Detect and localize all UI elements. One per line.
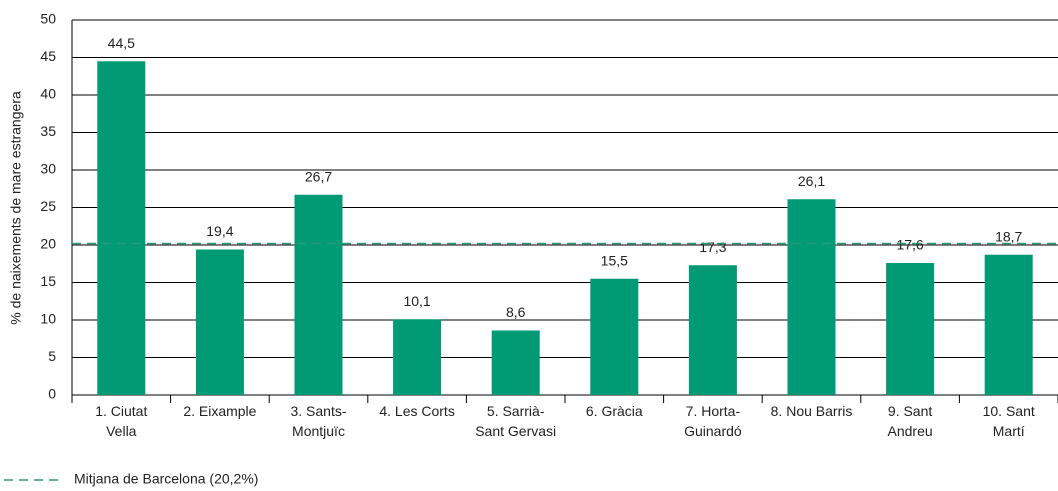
legend-label: Mitjana de Barcelona (20,2%) bbox=[74, 471, 258, 487]
bar bbox=[97, 61, 146, 395]
value-label: 15,5 bbox=[601, 252, 628, 268]
value-label: 10,1 bbox=[403, 293, 430, 309]
bar bbox=[294, 194, 343, 395]
x-tick-label: 9. Sant Andreu bbox=[888, 403, 933, 439]
x-tick-label: 2. Eixample bbox=[183, 403, 256, 419]
x-tick-label: 3. Sants-Montjuïc bbox=[290, 403, 346, 439]
y-tick-label: 15 bbox=[40, 273, 56, 289]
x-tick-label: 10. Sant Martí bbox=[983, 403, 1035, 439]
value-label: 19,4 bbox=[206, 223, 233, 239]
bar bbox=[195, 249, 244, 395]
bar bbox=[688, 265, 737, 395]
x-tick-label: 7. Horta-Guinardó bbox=[684, 403, 742, 439]
value-label: 8,6 bbox=[506, 304, 526, 320]
y-tick-label: 25 bbox=[40, 198, 56, 214]
value-label: 26,1 bbox=[798, 173, 825, 189]
bar bbox=[886, 263, 935, 395]
bar bbox=[393, 319, 442, 395]
value-label: 44,5 bbox=[108, 35, 135, 51]
x-tick-label: 4. Les Corts bbox=[379, 403, 454, 419]
value-label: 17,6 bbox=[896, 237, 923, 253]
y-tick-label: 10 bbox=[40, 311, 56, 327]
x-tick-label: 8. Nou Barris bbox=[771, 403, 853, 419]
value-label: 26,7 bbox=[305, 168, 332, 184]
y-tick-label: 40 bbox=[40, 86, 56, 102]
bar bbox=[491, 330, 540, 395]
bar bbox=[590, 278, 639, 395]
bar bbox=[787, 199, 836, 395]
x-tick-label: 5. Sarrià-Sant Gervasi bbox=[475, 403, 556, 439]
y-axis-label: % de naixements de mare estrangera bbox=[8, 91, 24, 325]
x-tick-label: 1. Ciutat Vella bbox=[95, 403, 147, 439]
value-label: 18,7 bbox=[995, 228, 1022, 244]
y-tick-label: 0 bbox=[48, 386, 56, 402]
y-tick-label: 5 bbox=[48, 348, 56, 364]
y-tick-label: 20 bbox=[40, 236, 56, 252]
y-tick-label: 35 bbox=[40, 123, 56, 139]
value-label: 17,3 bbox=[699, 239, 726, 255]
y-tick-label: 50 bbox=[40, 11, 56, 27]
y-tick-label: 30 bbox=[40, 161, 56, 177]
x-tick-label: 6. Gràcia bbox=[586, 403, 643, 419]
y-tick-label: 45 bbox=[40, 48, 56, 64]
bar bbox=[984, 254, 1033, 395]
